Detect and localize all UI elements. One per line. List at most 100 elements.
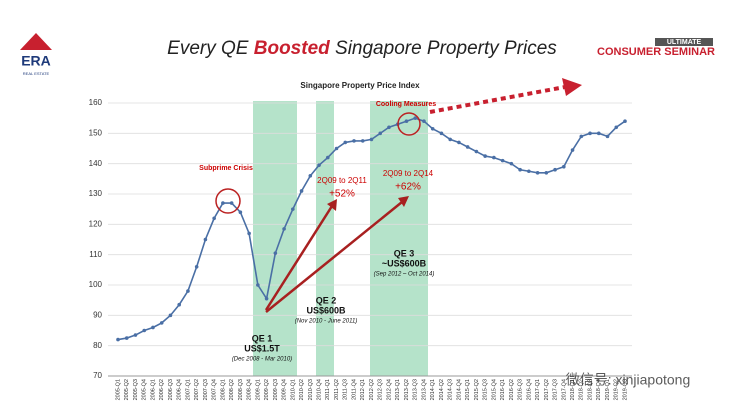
y-tick-label: 160 <box>89 98 103 107</box>
data-point <box>317 163 321 167</box>
x-tick-label: 2010-Q3 <box>308 379 314 400</box>
x-tick-label: 2015-Q4 <box>491 379 497 400</box>
gain-arrow <box>265 201 403 313</box>
x-tick-label: 2006-Q2 <box>159 379 165 400</box>
data-point <box>291 207 295 211</box>
data-point <box>343 140 348 145</box>
x-tick-label: 2008-Q1 <box>220 379 226 400</box>
x-tick-label: 2016-Q4 <box>526 379 532 400</box>
y-tick-label: 70 <box>93 371 102 380</box>
x-tick-label: 2011-Q3 <box>343 379 349 400</box>
qe-band <box>370 101 428 376</box>
data-point <box>369 137 374 142</box>
x-tick-label: 2015-Q3 <box>483 379 489 400</box>
x-tick-label: 2007-Q2 <box>194 379 200 400</box>
chart-title: Every QE Boosted Singapore Property Pric… <box>167 38 557 59</box>
x-tick-label: 2009-Q4 <box>282 379 288 400</box>
y-tick-label: 130 <box>89 189 103 198</box>
x-tick-label: 2007-Q1 <box>185 379 191 400</box>
x-tick-label: 2006-Q3 <box>168 379 174 400</box>
data-point <box>413 116 418 120</box>
x-tick-label: 2019-Q2 <box>614 379 620 400</box>
seminar-badge <box>655 38 713 46</box>
annotation: +52% <box>329 189 355 200</box>
qe-band <box>316 101 334 376</box>
chart-subtitle: Singapore Property Price Index <box>300 81 420 90</box>
y-tick-label: 100 <box>89 280 103 289</box>
data-point <box>544 170 549 175</box>
data-point <box>186 289 190 293</box>
data-point <box>142 328 147 333</box>
data-point <box>509 161 514 166</box>
x-tick-label: 2019-Q1 <box>605 379 611 400</box>
data-point <box>422 119 426 123</box>
data-point <box>133 333 138 337</box>
watermark: 微信号: xinjiapotong <box>566 372 691 388</box>
data-point <box>430 126 435 131</box>
x-tick-label: 2012-Q2 <box>369 379 375 400</box>
x-tick-label: 2018-Q2 <box>579 379 585 400</box>
data-point <box>465 145 470 149</box>
x-tick-label: 2006-Q4 <box>177 379 183 400</box>
x-tick-label: 2014-Q3 <box>448 379 454 400</box>
qe-label: QE 3 <box>394 248 415 258</box>
x-tick-label: 2005-Q1 <box>115 379 121 400</box>
x-tick-label: 2016-Q1 <box>500 379 506 400</box>
data-point <box>623 119 627 123</box>
annotation: 2Q09 to 2Q14 <box>383 169 434 178</box>
data-point <box>229 201 234 205</box>
qe-band <box>253 101 297 376</box>
seminar-top: ULTIMATE <box>667 39 702 46</box>
data-point <box>562 164 566 169</box>
x-tick-label: 2015-Q1 <box>465 379 471 400</box>
x-tick-label: 2011-Q1 <box>325 379 331 400</box>
x-tick-label: 2008-Q2 <box>229 379 235 400</box>
data-point <box>212 216 216 221</box>
arrow-head <box>562 78 582 96</box>
x-tick-label: 2017-Q3 <box>553 379 559 400</box>
data-point <box>553 167 557 172</box>
data-point <box>325 155 330 160</box>
data-point <box>221 201 225 205</box>
x-tick-label: 2014-Q4 <box>456 379 462 400</box>
seminar-main: CONSUMER SEMINAR <box>597 46 715 58</box>
x-tick-label: 2017-Q2 <box>544 379 550 400</box>
data-point <box>124 336 129 340</box>
arrow-head <box>398 196 409 207</box>
data-point <box>159 321 164 325</box>
qe-label: QE 2 <box>316 295 337 305</box>
data-point <box>299 189 304 193</box>
data-point <box>457 140 461 145</box>
data-point <box>264 296 269 301</box>
qe-label: US$1.5T <box>244 343 280 353</box>
title-part: Singapore Property Prices <box>330 38 558 59</box>
qe-label: (Dec 2008 - Mar 2010) <box>232 357 292 363</box>
x-tick-label: 2018-Q4 <box>596 379 602 400</box>
x-tick-label: 2014-Q2 <box>439 379 445 400</box>
x-tick-label: 2017-Q1 <box>535 379 541 400</box>
x-tick-label: 2011-Q4 <box>351 379 357 400</box>
x-tick-label: 2009-Q1 <box>255 379 261 400</box>
x-tick-label: 2011-Q2 <box>334 379 340 400</box>
data-point <box>151 325 155 330</box>
x-tick-label: 2019-Q3 <box>622 379 628 400</box>
x-tick-label: 2006-Q1 <box>150 379 156 400</box>
x-tick-label: 2009-Q2 <box>264 379 270 400</box>
x-tick-label: 2016-Q3 <box>518 379 524 400</box>
data-point <box>168 313 173 318</box>
x-tick-label: 2014-Q1 <box>430 379 436 400</box>
data-point <box>518 167 522 172</box>
cooling-circle <box>397 112 421 136</box>
x-tick-label: 2012-Q4 <box>386 379 392 400</box>
arrow-head <box>327 199 337 211</box>
logo-tagline: REAL ESTATE <box>23 71 50 76</box>
x-tick-label: 2005-Q4 <box>142 379 148 400</box>
title-part: Boosted <box>254 38 330 59</box>
data-point <box>352 139 356 143</box>
data-point <box>256 283 260 287</box>
x-tick-label: 2017-Q4 <box>561 379 567 400</box>
x-tick-label: 2013-Q1 <box>395 379 401 400</box>
gain-arrow <box>264 205 334 311</box>
